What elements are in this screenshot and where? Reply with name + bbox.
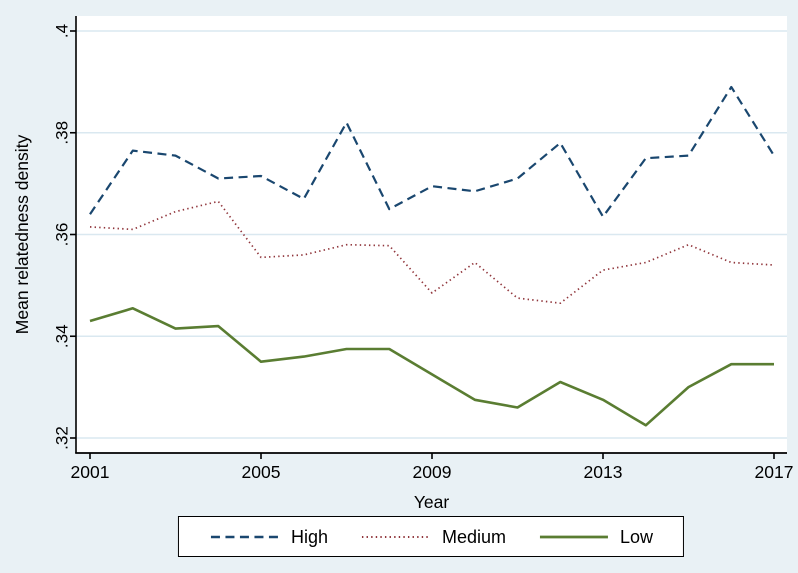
x-axis-title: Year	[414, 492, 450, 512]
x-tick-label: 2001	[71, 462, 110, 482]
legend: High Medium Low	[177, 516, 685, 557]
legend-label-low: Low	[620, 526, 654, 547]
y-tick-label: .32	[52, 426, 71, 450]
x-tick-label: 2009	[413, 462, 452, 482]
y-tick-label: .38	[52, 121, 71, 145]
series-line-medium	[89, 200, 775, 305]
legend-item-high: High	[209, 528, 328, 546]
y-tick-label: .4	[52, 24, 71, 38]
x-tick-label: 2013	[584, 462, 623, 482]
low-line-icon	[540, 535, 609, 538]
legend-item-low: Low	[538, 528, 653, 546]
high-line-icon	[210, 535, 279, 538]
y-tick-label: .34	[52, 324, 71, 348]
y-axis-title: Mean relatedness density	[12, 135, 32, 335]
series-line-high	[89, 85, 775, 218]
x-tick-label: 2005	[242, 462, 281, 482]
series-line-low	[89, 306, 774, 427]
y-tick-label: .36	[52, 223, 71, 247]
legend-item-medium: Medium	[360, 528, 506, 546]
medium-line-icon	[361, 535, 430, 538]
legend-label-high: High	[290, 526, 328, 547]
x-tick-label: 2017	[755, 462, 794, 482]
legend-label-medium: Medium	[441, 526, 507, 547]
